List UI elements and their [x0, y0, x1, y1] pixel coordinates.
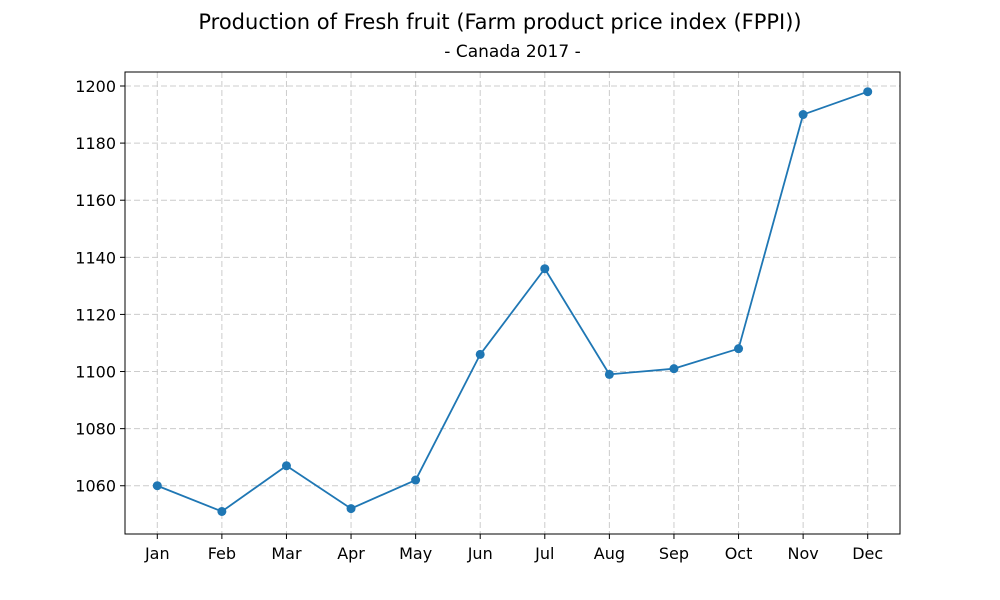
y-tick-label: 1140 [75, 248, 116, 267]
x-tick-label: Aug [594, 544, 625, 563]
x-tick-label: May [399, 544, 432, 563]
y-tick-label: 1200 [75, 77, 116, 96]
data-point-mar [281, 461, 291, 471]
data-point-jun [475, 349, 485, 359]
x-axis: Jan Feb Mar Apr May Jun Jul Aug Sep Oct Nov Dec [144, 534, 883, 563]
x-tick-label: Dec [852, 544, 883, 563]
data-point-dec [863, 87, 873, 97]
grid-lines [125, 72, 900, 534]
data-point-apr [346, 504, 356, 514]
x-tick-label: Jul [534, 544, 554, 563]
y-tick-label: 1180 [75, 134, 116, 153]
y-axis: 1060 1080 1100 1120 1140 1160 1180 1200 [75, 77, 125, 496]
x-tick-label: Jun [467, 544, 493, 563]
x-tick-label: Nov [788, 544, 819, 563]
y-tick-label: 1060 [75, 477, 116, 496]
data-point-nov [798, 110, 808, 120]
x-tick-label: Feb [208, 544, 236, 563]
x-tick-label: Jan [144, 544, 170, 563]
y-tick-label: 1120 [75, 305, 116, 324]
data-point-feb [217, 506, 227, 516]
y-tick-label: 1080 [75, 420, 116, 439]
x-tick-label: Apr [337, 544, 365, 563]
data-point-oct [734, 344, 744, 354]
y-tick-label: 1160 [75, 191, 116, 210]
x-tick-label: Sep [659, 544, 689, 563]
y-tick-label: 1100 [75, 363, 116, 382]
chart-subtitle: - Canada 2017 - [444, 42, 581, 62]
data-point-may [411, 475, 421, 485]
x-tick-label: Mar [271, 544, 302, 563]
x-tick-label: Oct [725, 544, 753, 563]
chart-title: Production of Fresh fruit (Farm product … [198, 10, 802, 34]
data-point-jan [152, 481, 162, 491]
series-group [152, 87, 873, 516]
plot-frame [124, 71, 901, 535]
series-line [156, 90, 869, 513]
data-point-aug [604, 369, 614, 379]
data-point-jul [540, 264, 550, 274]
data-point-sep [669, 364, 679, 374]
